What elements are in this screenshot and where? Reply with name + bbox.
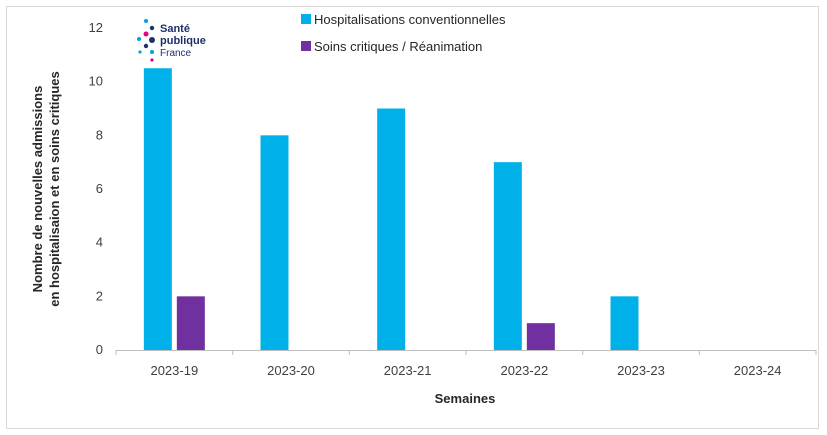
bar-soins-critiques <box>176 296 205 350</box>
y-tick-label: 8 <box>96 127 103 142</box>
legend: Hospitalisations conventionnelles Soins … <box>301 12 506 54</box>
x-tick-label: 2023-22 <box>500 363 548 378</box>
y-axis-title-line2: en hospitalisaion et en soins critiques <box>47 71 62 307</box>
x-tick-label: 2023-23 <box>617 363 665 378</box>
legend-label-soins-critiques: Soins critiques / Réanimation <box>314 39 482 54</box>
bar-hospitalisations <box>377 108 406 350</box>
y-axis-ticks: 0 2 4 6 8 10 12 <box>89 20 103 357</box>
x-tick-label: 2023-20 <box>267 363 315 378</box>
chart-frame <box>6 6 819 429</box>
y-tick-label: 0 <box>96 342 103 357</box>
y-axis-title: Nombre de nouvelles admissions en hospit… <box>30 71 62 307</box>
x-tick-label: 2023-24 <box>734 363 782 378</box>
x-tick-label: 2023-21 <box>384 363 432 378</box>
x-axis-ticks: 2023-19 2023-20 2023-21 2023-22 2023-23 2023-… <box>115 350 817 378</box>
logo-line2: publique <box>160 35 206 47</box>
y-axis-title-line1: Nombre de nouvelles admissions <box>30 86 45 293</box>
y-tick-label: 6 <box>96 181 103 196</box>
y-tick-label: 4 <box>96 235 103 250</box>
logo-line3: France <box>160 48 192 59</box>
bar-soins-critiques <box>526 323 555 350</box>
x-axis-title: Semaines <box>435 391 496 406</box>
bar-hospitalisations <box>143 68 172 350</box>
bar-hospitalisations <box>260 135 289 350</box>
legend-swatch-soins-critiques <box>301 41 311 51</box>
bars <box>143 68 639 350</box>
bar-hospitalisations <box>610 296 639 350</box>
y-tick-label: 10 <box>89 74 103 89</box>
logo-line1: Santé <box>160 23 190 35</box>
y-tick-label: 2 <box>96 288 103 303</box>
bar-hospitalisations <box>493 162 522 350</box>
x-tick-label: 2023-19 <box>150 363 198 378</box>
legend-swatch-hospitalisations <box>301 14 311 24</box>
y-tick-label: 12 <box>89 20 103 35</box>
sante-publique-france-logo: Santé publique France <box>137 19 206 62</box>
legend-label-hospitalisations: Hospitalisations conventionnelles <box>314 12 506 27</box>
